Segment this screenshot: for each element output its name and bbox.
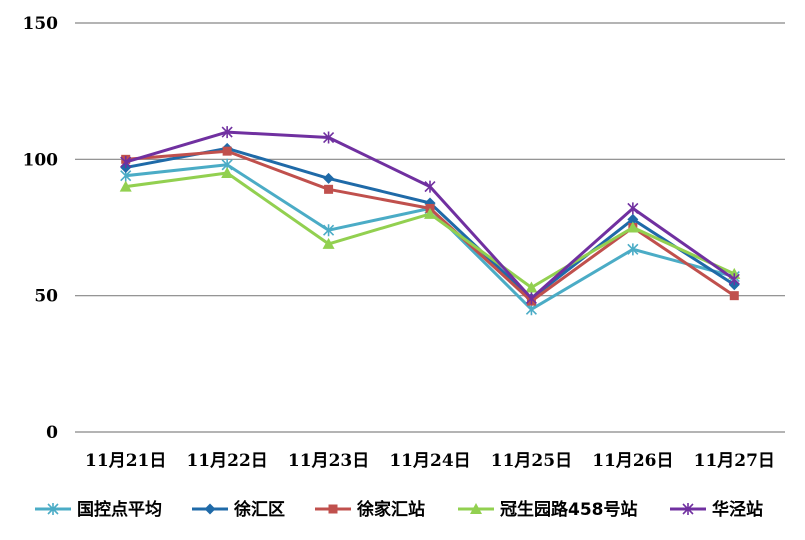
x-tick-label: 11月27日	[694, 451, 775, 471]
legend-label: 冠生园路458号站	[500, 499, 638, 520]
y-tick-label: 0	[46, 423, 58, 443]
data-point	[424, 180, 436, 193]
legend-marker	[204, 503, 216, 515]
x-tick-label: 11月24日	[389, 451, 470, 471]
data-point	[222, 146, 232, 156]
y-tick-label: 100	[23, 150, 59, 170]
data-point	[729, 291, 739, 301]
data-point	[626, 221, 639, 233]
data-point	[627, 243, 639, 256]
data-point	[322, 237, 335, 249]
legend-item: 华泾站	[670, 499, 763, 520]
x-tick-label: 11月22日	[186, 451, 267, 471]
legend-item: 冠生园路458号站	[458, 499, 638, 520]
data-point	[525, 281, 538, 293]
data-point	[525, 292, 537, 305]
legend-marker	[682, 503, 694, 515]
data-point	[323, 224, 335, 237]
legend-marker	[47, 503, 59, 515]
legend-label: 徐汇区	[233, 499, 285, 520]
data-point	[424, 207, 436, 219]
y-tick-label: 150	[23, 14, 59, 34]
legend-label: 国控点平均	[77, 499, 162, 520]
series-lines	[119, 126, 741, 316]
data-point	[120, 156, 132, 169]
x-axis-ticks: 11月21日 11月22日 11月23日 11月24日 11月25日 11月26日 11月2…	[85, 451, 775, 471]
data-point	[221, 166, 234, 178]
series-line	[125, 146, 736, 300]
data-point	[323, 131, 335, 144]
y-axis-ticks: 0 50 100 150	[23, 14, 59, 443]
data-point	[324, 184, 334, 194]
legend-marker	[328, 504, 338, 514]
x-tick-label: 11月21日	[85, 451, 166, 471]
data-point	[627, 213, 639, 225]
y-tick-label: 50	[34, 287, 58, 307]
data-point	[119, 180, 132, 192]
series-5	[120, 126, 740, 305]
x-tick-label: 11月23日	[288, 451, 369, 471]
legend-item: 徐家汇站	[315, 499, 425, 520]
x-tick-label: 11月25日	[491, 451, 572, 471]
legend-item: 国控点平均	[35, 499, 162, 520]
legend-label: 华泾站	[712, 499, 763, 520]
gridlines	[75, 22, 785, 433]
legend-marker	[470, 503, 482, 514]
legend-label: 徐家汇站	[356, 499, 425, 520]
data-point	[627, 202, 639, 215]
data-point	[323, 172, 335, 184]
data-point	[728, 273, 740, 286]
data-point	[221, 126, 233, 139]
x-tick-label: 11月26日	[592, 451, 673, 471]
legend: 国控点平均 徐汇区 徐家汇站 冠生园路458号站 华泾站	[35, 499, 763, 520]
legend-item: 徐汇区	[192, 499, 285, 520]
